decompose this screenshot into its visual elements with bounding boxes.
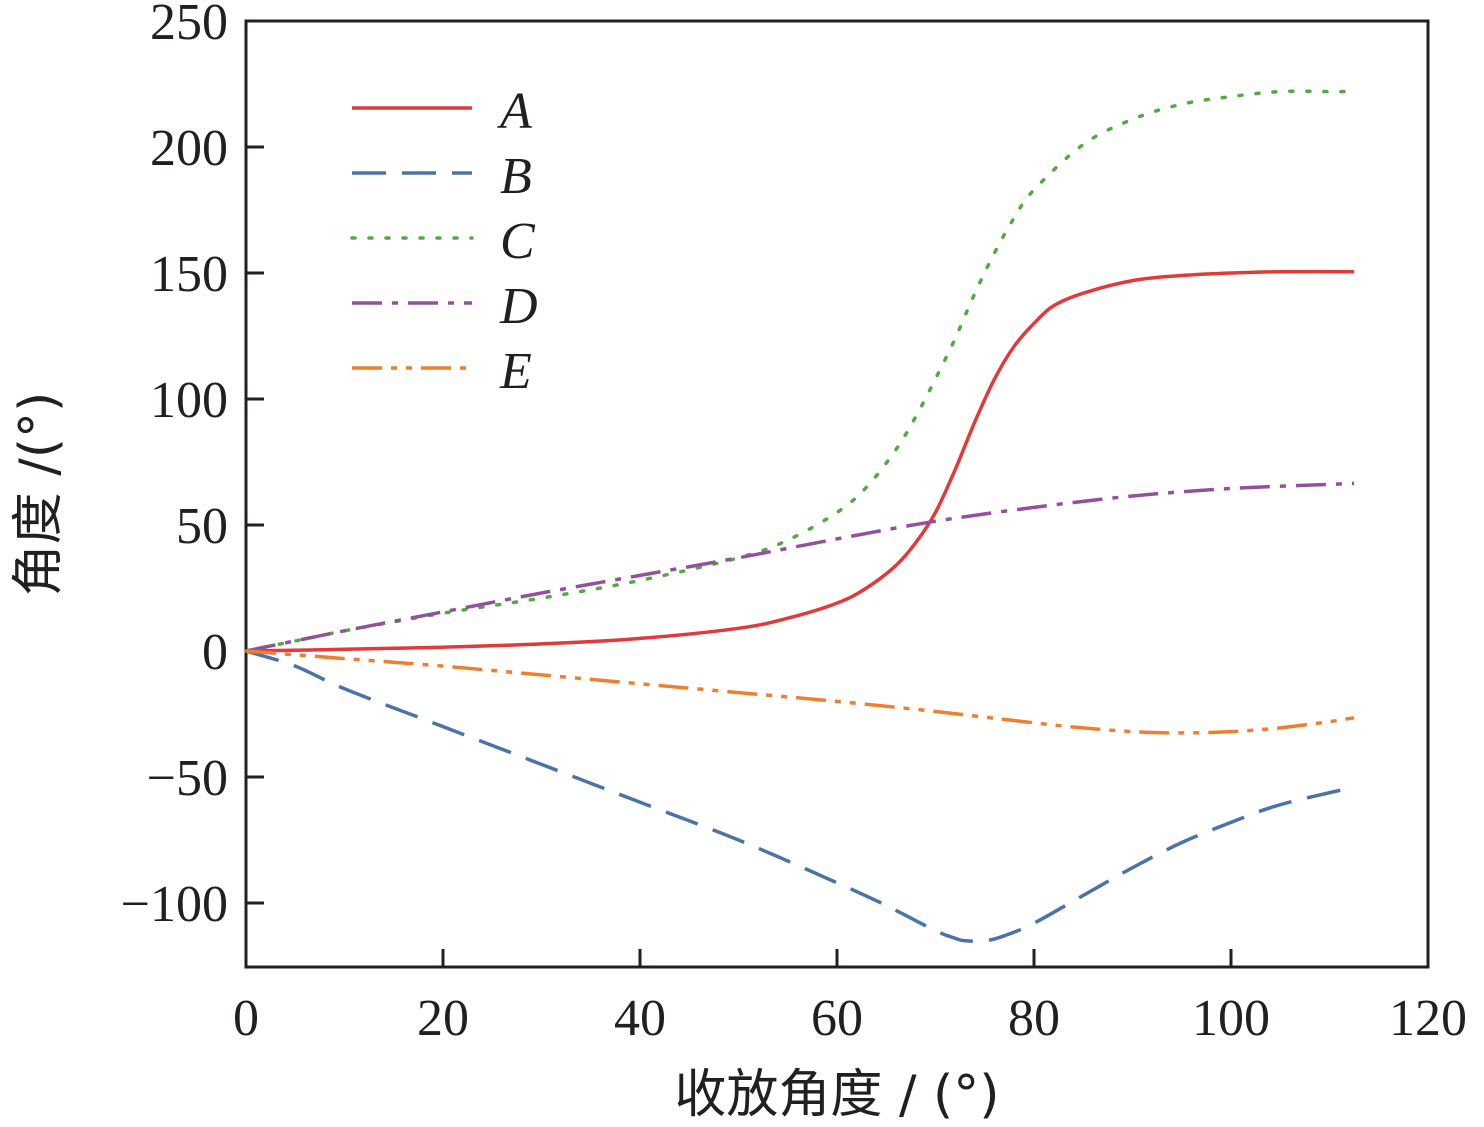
- y-tick-label: −100: [121, 876, 228, 933]
- legend-label-e: E: [499, 343, 532, 400]
- y-axis-title: 角度 /(°): [9, 392, 69, 597]
- legend-label-c: C: [500, 213, 536, 270]
- series-line-d: [245, 481, 1355, 653]
- y-tick-label: 150: [150, 246, 228, 303]
- y-tick-label: 250: [150, 0, 228, 51]
- x-tick-label: 120: [1389, 990, 1467, 1047]
- axis-ticks: 0 20 40 60 80 100 120 −100 −50 0 50 100 150 200 250: [121, 0, 1467, 1047]
- series-lines: [244, 89, 1355, 944]
- x-tick-label: 20: [417, 990, 469, 1047]
- x-tick-label: 0: [233, 990, 259, 1047]
- series-line-a: [245, 269, 1355, 653]
- x-axis-title: 收放角度 / (°): [674, 1065, 999, 1125]
- y-tick-label: 50: [176, 498, 228, 555]
- legend-label-d: D: [499, 278, 538, 335]
- series-line-c: [244, 89, 1351, 653]
- y-tick-label: 200: [150, 120, 228, 177]
- legend-label-b: B: [500, 148, 532, 205]
- x-tick-label: 60: [811, 990, 863, 1047]
- y-tick-label: 0: [202, 624, 228, 681]
- legend-label-a: A: [497, 83, 532, 140]
- series-line-b: [245, 649, 1355, 944]
- y-tick-label: 100: [150, 372, 228, 429]
- x-tick-label: 80: [1008, 990, 1060, 1047]
- plot-frame: [244, 19, 1430, 969]
- x-tick-label: 40: [614, 990, 666, 1047]
- series-line-e: [245, 649, 1355, 735]
- x-tick-label: 100: [1192, 990, 1270, 1047]
- y-tick-label: −50: [147, 750, 228, 807]
